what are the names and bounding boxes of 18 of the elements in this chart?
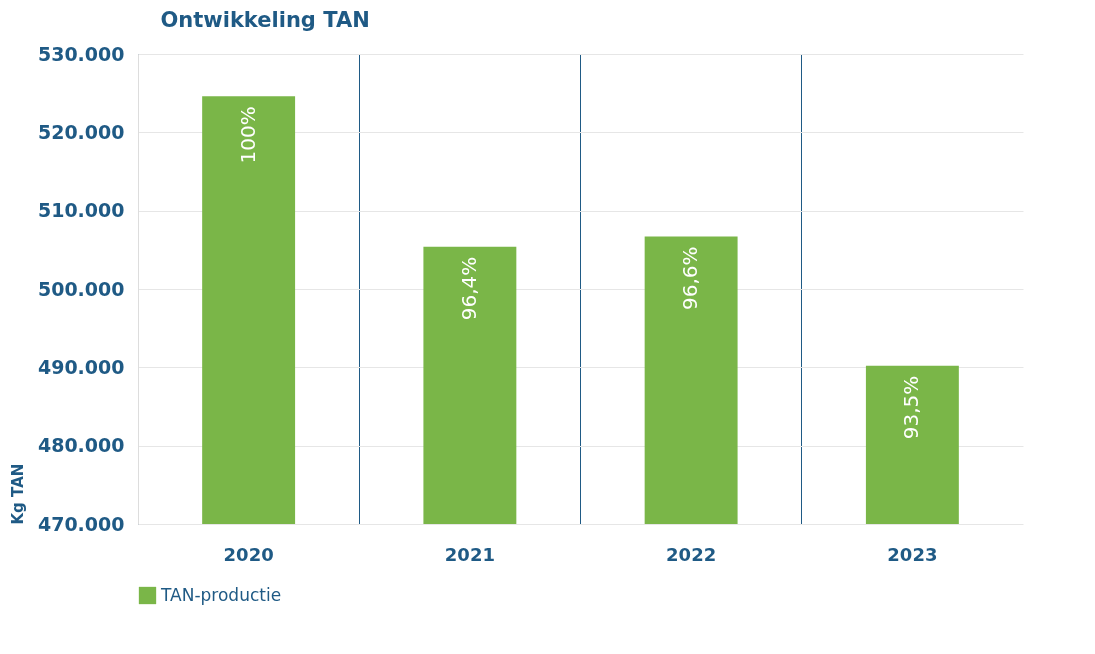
chart-title: Ontwikkeling TAN bbox=[160, 8, 370, 32]
y-tick-label: 500.000 bbox=[37, 277, 125, 300]
x-tick-label: 2022 bbox=[666, 543, 717, 565]
annotation: 96,6% bbox=[678, 246, 703, 311]
x-tick-label: 2020 bbox=[223, 543, 274, 565]
x-tick-label: 2023 bbox=[887, 543, 938, 565]
y-tick-label: 520.000 bbox=[37, 120, 125, 143]
y-tick-label: 480.000 bbox=[37, 434, 125, 457]
y-tick-label: 530.000 bbox=[37, 42, 125, 65]
y-tick-label: 510.000 bbox=[37, 199, 125, 222]
annotation: 93,5% bbox=[899, 375, 924, 440]
y-tick-label: 490.000 bbox=[37, 355, 125, 378]
y-axis-title: Kg TAN bbox=[8, 463, 27, 525]
annotation: 100% bbox=[235, 106, 260, 164]
x-tick-label: 2021 bbox=[444, 543, 495, 565]
annotation: 96,4% bbox=[456, 256, 481, 321]
y-tick-label: 470.000 bbox=[37, 512, 125, 535]
legend-label: TAN-productie bbox=[160, 584, 282, 605]
